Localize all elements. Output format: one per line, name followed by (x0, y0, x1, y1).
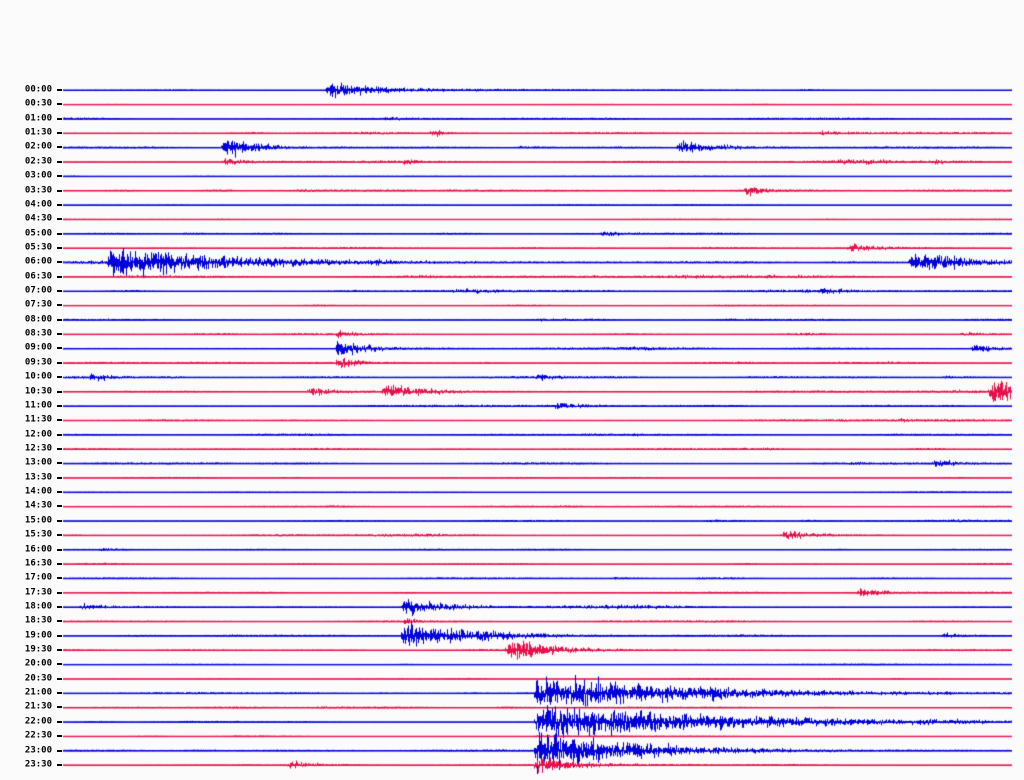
time-axis-tick (57, 290, 62, 293)
time-axis-tick (57, 261, 62, 264)
time-axis-label: 17:30 (24, 587, 52, 598)
time-axis-tick (57, 232, 62, 235)
time-axis-label: 23:00 (24, 745, 52, 756)
time-axis-tick (57, 562, 62, 565)
time-axis-label: 21:00 (24, 687, 52, 698)
time-axis-tick (57, 160, 62, 163)
time-axis-tick (57, 390, 62, 393)
time-axis-tick (57, 347, 62, 350)
time-axis-label: 14:00 (24, 486, 52, 497)
time-axis-label: 06:30 (24, 271, 52, 282)
time-axis-tick (57, 677, 62, 680)
time-axis-tick (57, 591, 62, 594)
time-axis-tick (57, 634, 62, 637)
time-axis-tick (57, 419, 62, 422)
time-axis-label: 06:00 (24, 256, 52, 267)
time-axis-tick (57, 663, 62, 666)
time-axis-tick (57, 692, 62, 695)
time-axis-label: 01:00 (24, 113, 52, 124)
time-axis-tick (57, 318, 62, 321)
time-axis-label: 19:00 (24, 630, 52, 641)
time-axis-label: 23:30 (24, 759, 52, 770)
time-axis-tick (57, 620, 62, 623)
time-axis-tick (57, 132, 62, 135)
time-axis-label: 05:30 (24, 242, 52, 253)
time-axis-label: 04:30 (24, 213, 52, 224)
time-axis-tick (57, 577, 62, 580)
time-axis-label: 21:30 (24, 701, 52, 712)
time-axis-label: 10:00 (24, 371, 52, 382)
time-axis-label: 02:00 (24, 141, 52, 152)
time-axis-tick (57, 203, 62, 206)
time-axis-label: 11:30 (24, 414, 52, 425)
time-axis-label: 04:00 (24, 199, 52, 210)
time-axis-tick (57, 519, 62, 522)
time-axis-label: 08:00 (24, 314, 52, 325)
time-axis-tick (57, 462, 62, 465)
time-axis-label: 02:30 (24, 156, 52, 167)
time-axis-label: 03:00 (24, 170, 52, 181)
time-axis-tick (57, 476, 62, 479)
time-axis-tick (57, 246, 62, 249)
time-axis-tick (57, 404, 62, 407)
time-axis-label: 00:00 (24, 84, 52, 95)
time-axis-label: 10:30 (24, 386, 52, 397)
time-axis-tick (57, 361, 62, 364)
time-axis-tick (57, 735, 62, 738)
time-axis-tick (57, 175, 62, 178)
time-axis-tick (57, 218, 62, 221)
time-axis-tick (57, 505, 62, 508)
time-axis-tick (57, 89, 62, 91)
time-axis-tick (57, 304, 62, 307)
time-axis-tick (57, 605, 62, 608)
time-axis-tick (57, 146, 62, 149)
time-axis-label: 07:00 (24, 285, 52, 296)
time-axis-tick (57, 749, 62, 752)
time-axis-tick (57, 534, 62, 537)
time-axis-tick (57, 763, 62, 766)
time-axis-tick (57, 275, 62, 278)
time-axis-label: 16:30 (24, 558, 52, 569)
time-axis-label: 07:30 (24, 299, 52, 310)
time-axis-tick (57, 448, 62, 450)
time-axis-label: 20:30 (24, 673, 52, 684)
time-axis-label: 16:00 (24, 544, 52, 555)
time-axis-tick (57, 189, 62, 192)
time-axis-label: 13:30 (24, 472, 52, 483)
time-axis-label: 22:30 (24, 730, 52, 741)
time-axis-label: 17:00 (24, 572, 52, 583)
time-axis-label: 13:00 (24, 457, 52, 468)
time-axis-tick (57, 333, 62, 336)
time-axis-label: 15:30 (24, 529, 52, 540)
time-axis-label: 05:00 (24, 228, 52, 239)
time-axis-label: 22:00 (24, 716, 52, 727)
time-axis-label: 20:00 (24, 658, 52, 669)
time-axis-label: 18:00 (24, 601, 52, 612)
time-axis-label: 01:30 (24, 127, 52, 138)
time-axis-label: 09:30 (24, 357, 52, 368)
time-axis-tick (57, 433, 62, 436)
time-axis-tick (57, 376, 62, 379)
time-axis-label: 09:00 (24, 342, 52, 353)
time-axis-label: 19:30 (24, 644, 52, 655)
time-axis-label: 12:00 (24, 429, 52, 440)
time-axis-label: 14:30 (24, 500, 52, 511)
time-axis-label: 15:00 (24, 515, 52, 526)
time-axis-label: 03:30 (24, 185, 52, 196)
time-axis: 00:00 00:30 01:00 01:30 02:00 02:30 03:00 03:30… (0, 0, 62, 780)
time-axis-tick (57, 706, 62, 709)
time-axis-label: 08:30 (24, 328, 52, 339)
time-axis-label: 18:30 (24, 615, 52, 626)
time-axis-tick (57, 117, 62, 120)
time-axis-tick (57, 649, 62, 652)
time-axis-tick (57, 548, 62, 551)
time-axis-label: 11:00 (24, 400, 52, 411)
time-axis-label: 12:30 (24, 443, 52, 454)
time-axis-tick (57, 720, 62, 723)
time-axis-tick (57, 491, 62, 494)
time-axis-tick (57, 103, 62, 106)
time-axis-label: 00:30 (24, 98, 52, 109)
